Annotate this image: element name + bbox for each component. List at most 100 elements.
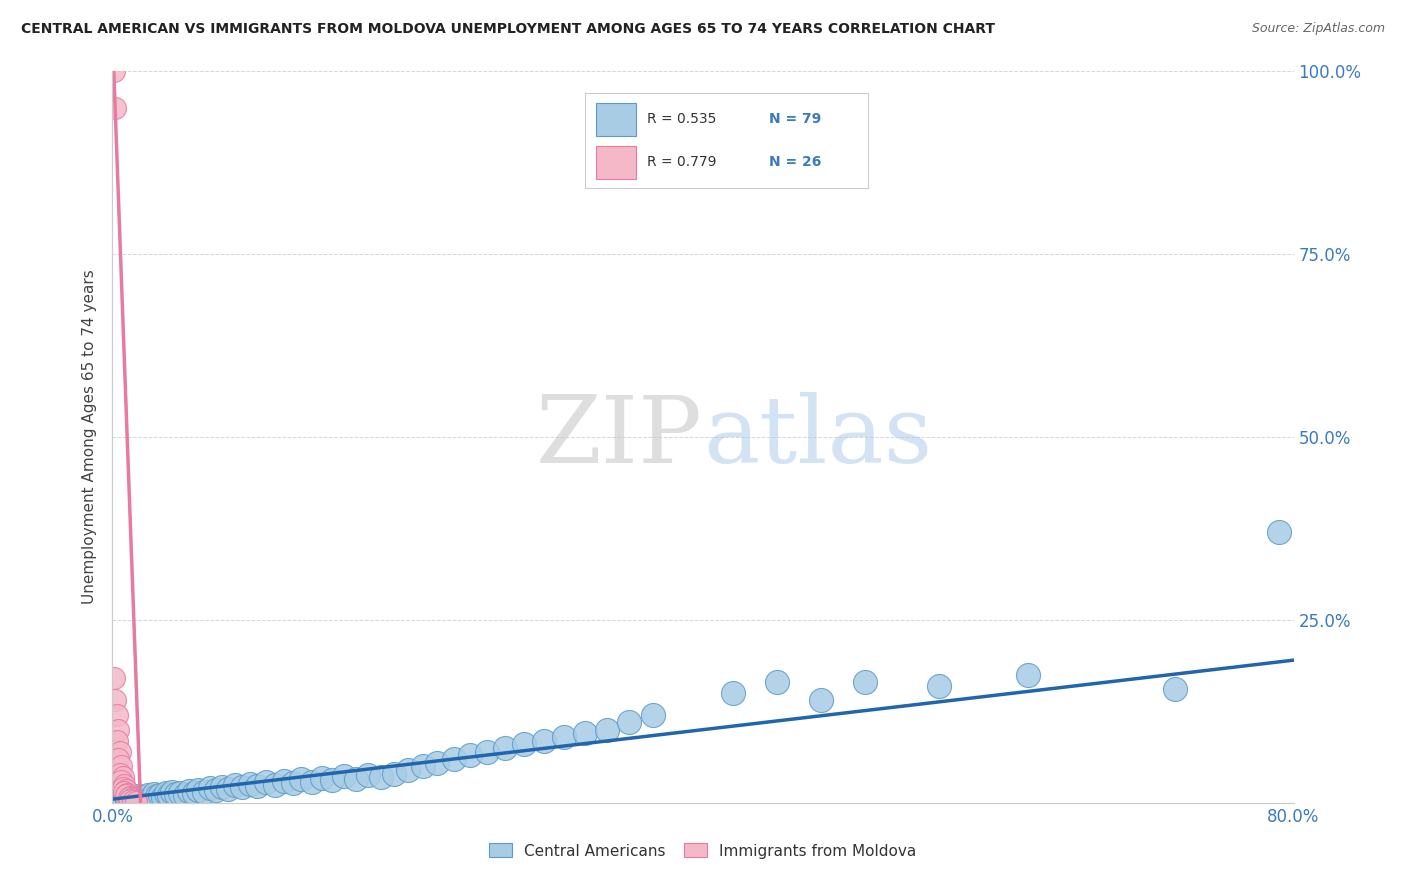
Point: [281, 776, 304, 790]
Point: [301, 774, 323, 789]
Point: [111, 791, 134, 805]
Point: [721, 686, 744, 700]
Point: [183, 786, 205, 800]
Point: [641, 708, 664, 723]
Point: [155, 786, 177, 800]
Point: [108, 789, 131, 804]
Point: [396, 763, 419, 777]
Point: [193, 785, 215, 799]
Point: [122, 794, 145, 808]
Point: [321, 773, 343, 788]
Point: [169, 786, 191, 800]
Point: [114, 789, 136, 804]
Point: [246, 779, 269, 793]
Point: [108, 766, 131, 780]
Point: [596, 723, 619, 737]
Point: [127, 789, 149, 804]
Point: [1268, 525, 1291, 540]
Point: [110, 793, 132, 807]
Point: [231, 780, 253, 795]
Text: Source: ZipAtlas.com: Source: ZipAtlas.com: [1251, 22, 1385, 36]
Point: [411, 759, 433, 773]
Point: [129, 793, 152, 807]
Point: [110, 773, 132, 788]
Point: [443, 752, 465, 766]
Point: [134, 791, 156, 805]
Point: [105, 708, 128, 723]
Point: [142, 787, 165, 801]
Point: [217, 781, 239, 796]
Point: [112, 778, 135, 792]
Point: [120, 789, 142, 804]
Point: [124, 794, 146, 808]
Point: [928, 679, 950, 693]
Point: [120, 793, 142, 807]
Point: [103, 64, 125, 78]
Point: [136, 789, 159, 803]
Y-axis label: Unemployment Among Ages 65 to 74 years: Unemployment Among Ages 65 to 74 years: [82, 269, 97, 605]
Point: [264, 778, 287, 792]
Point: [157, 789, 180, 803]
Point: [160, 785, 183, 799]
Text: CENTRAL AMERICAN VS IMMIGRANTS FROM MOLDOVA UNEMPLOYMENT AMONG AGES 65 TO 74 YEA: CENTRAL AMERICAN VS IMMIGRANTS FROM MOLD…: [21, 22, 995, 37]
Point: [121, 792, 143, 806]
Point: [152, 789, 174, 804]
Point: [224, 778, 246, 792]
Legend: Central Americans, Immigrants from Moldova: Central Americans, Immigrants from Moldo…: [484, 838, 922, 864]
Point: [107, 794, 129, 808]
Point: [131, 789, 153, 804]
Point: [108, 745, 131, 759]
Point: [311, 771, 333, 785]
Point: [211, 780, 233, 794]
Point: [104, 101, 127, 115]
Point: [117, 787, 138, 801]
Point: [574, 726, 596, 740]
Point: [103, 672, 125, 686]
Point: [187, 782, 209, 797]
Point: [110, 759, 132, 773]
Point: [139, 790, 162, 805]
Point: [104, 794, 127, 808]
Point: [105, 733, 128, 747]
Point: [121, 789, 143, 804]
Point: [254, 775, 277, 789]
Point: [114, 789, 136, 803]
Point: [426, 756, 449, 770]
Point: [125, 792, 148, 806]
Point: [198, 781, 221, 796]
Point: [149, 788, 172, 802]
Text: ZIP: ZIP: [536, 392, 703, 482]
Point: [107, 752, 129, 766]
Point: [118, 791, 141, 805]
Point: [344, 772, 367, 786]
Point: [165, 787, 187, 801]
Point: [112, 785, 135, 799]
Point: [112, 794, 135, 808]
Point: [494, 740, 516, 755]
Point: [111, 770, 134, 784]
Point: [333, 769, 356, 783]
Point: [384, 766, 406, 780]
Point: [173, 788, 195, 802]
Point: [477, 745, 499, 759]
Point: [107, 723, 129, 737]
Point: [179, 784, 201, 798]
Point: [357, 768, 380, 782]
Point: [124, 790, 146, 805]
Point: [458, 748, 481, 763]
Point: [120, 793, 142, 807]
Text: atlas: atlas: [703, 392, 932, 482]
Point: [273, 773, 295, 788]
Point: [105, 790, 128, 805]
Point: [810, 693, 832, 707]
Point: [111, 781, 134, 796]
Point: [619, 715, 641, 730]
Point: [205, 783, 228, 797]
Point: [855, 675, 877, 690]
Point: [104, 693, 127, 707]
Point: [122, 794, 145, 808]
Point: [146, 789, 169, 804]
Point: [239, 777, 262, 791]
Point: [114, 782, 136, 797]
Point: [370, 770, 392, 784]
